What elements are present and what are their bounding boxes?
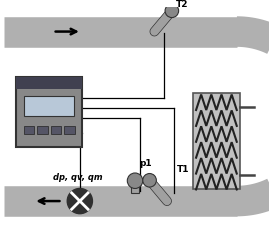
Circle shape (127, 173, 143, 188)
Bar (24, 96, 74, 116)
Bar (37, 125, 48, 134)
Circle shape (143, 174, 156, 187)
Bar (51, 125, 61, 134)
Circle shape (67, 188, 93, 214)
Text: dp, qv, qm: dp, qv, qm (53, 173, 102, 182)
Bar (16, 77, 82, 147)
Bar (193, 93, 240, 190)
Bar (131, 184, 139, 193)
Text: T1: T1 (177, 165, 189, 174)
Text: T2: T2 (176, 0, 188, 9)
Bar (16, 77, 82, 89)
Text: p1: p1 (139, 159, 152, 168)
Bar (24, 125, 34, 134)
Bar (64, 125, 75, 134)
Circle shape (165, 4, 179, 18)
